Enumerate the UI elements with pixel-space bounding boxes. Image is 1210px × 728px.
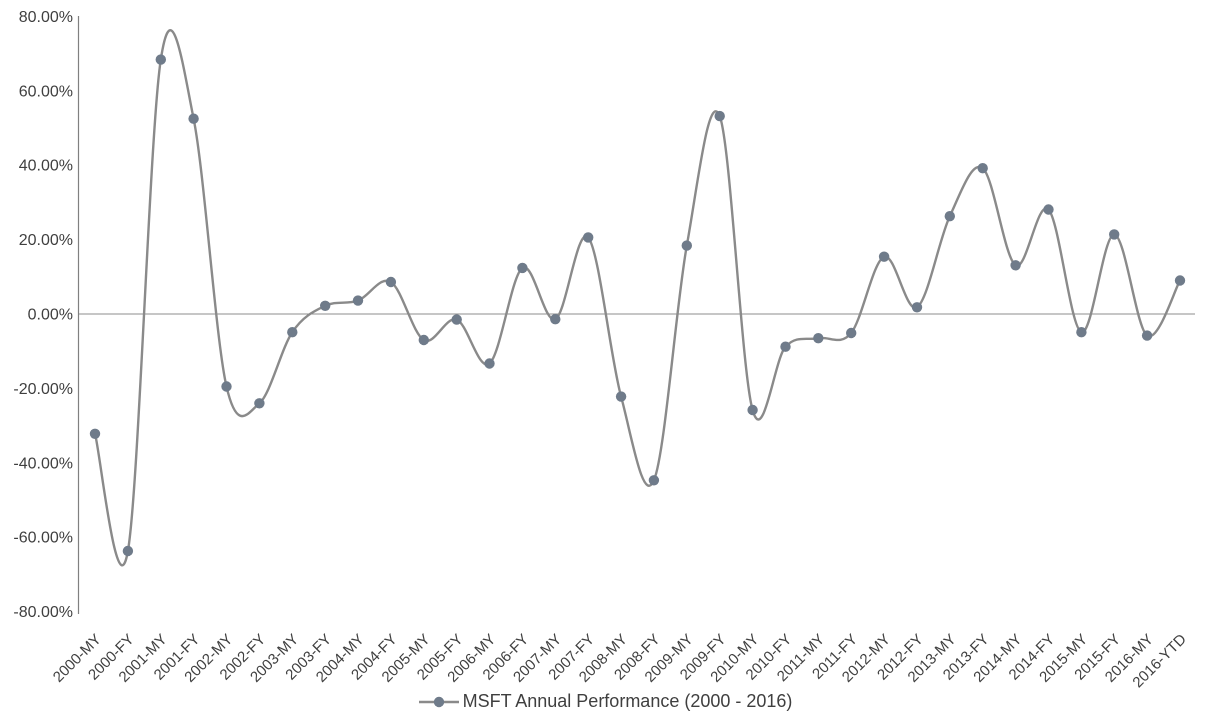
data-point-marker bbox=[944, 211, 955, 222]
data-point-marker bbox=[977, 163, 988, 174]
data-point-marker bbox=[583, 232, 594, 243]
data-point-marker bbox=[484, 358, 495, 369]
y-axis-tick-label: 80.00% bbox=[19, 9, 73, 26]
data-point-marker bbox=[188, 113, 199, 124]
y-axis-tick-label: 40.00% bbox=[19, 158, 73, 175]
data-point-marker bbox=[747, 404, 758, 416]
data-point-marker bbox=[320, 300, 331, 311]
y-axis-tick-label: 60.00% bbox=[19, 83, 73, 100]
data-point-marker bbox=[418, 334, 429, 346]
data-point-marker bbox=[1043, 204, 1054, 215]
y-axis-tick-label: -80.00% bbox=[13, 604, 73, 621]
data-point-marker bbox=[254, 398, 265, 409]
legend-line-marker-icon bbox=[418, 696, 459, 707]
y-axis-tick-label: -60.00% bbox=[13, 530, 73, 547]
data-point-marker bbox=[155, 54, 166, 65]
y-axis-tick-label: 0.00% bbox=[28, 307, 73, 324]
legend: MSFT Annual Performance (2000 - 2016) bbox=[0, 691, 1210, 712]
data-point-marker bbox=[1174, 275, 1186, 286]
legend-label: MSFT Annual Performance (2000 - 2016) bbox=[462, 691, 793, 711]
y-axis-tick-label: 20.00% bbox=[19, 232, 73, 249]
data-point-marker bbox=[517, 262, 528, 274]
data-point-marker bbox=[352, 295, 364, 306]
data-point-marker bbox=[1010, 260, 1021, 271]
data-point-marker bbox=[780, 341, 791, 352]
data-point-marker bbox=[1109, 229, 1120, 240]
data-point-marker bbox=[385, 276, 397, 288]
data-point-marker bbox=[1141, 330, 1153, 341]
data-point-marker bbox=[813, 333, 824, 344]
data-point-marker bbox=[911, 302, 923, 313]
data-point-marker bbox=[89, 428, 101, 439]
series-line bbox=[93, 29, 1182, 567]
data-point-marker bbox=[878, 251, 890, 262]
data-point-marker bbox=[122, 545, 134, 557]
data-point-marker bbox=[550, 314, 561, 325]
data-point-marker bbox=[714, 110, 725, 122]
data-point-marker bbox=[615, 391, 627, 402]
data-point-marker bbox=[221, 381, 232, 392]
data-point-marker bbox=[681, 240, 692, 251]
data-point-marker bbox=[451, 314, 462, 325]
y-axis-tick-label: -40.00% bbox=[13, 455, 73, 472]
data-point-marker bbox=[1076, 327, 1087, 338]
y-axis-tick-label: -20.00% bbox=[13, 381, 73, 398]
data-point-marker bbox=[846, 327, 857, 339]
data-point-marker bbox=[648, 475, 660, 486]
data-point-marker bbox=[287, 327, 298, 338]
